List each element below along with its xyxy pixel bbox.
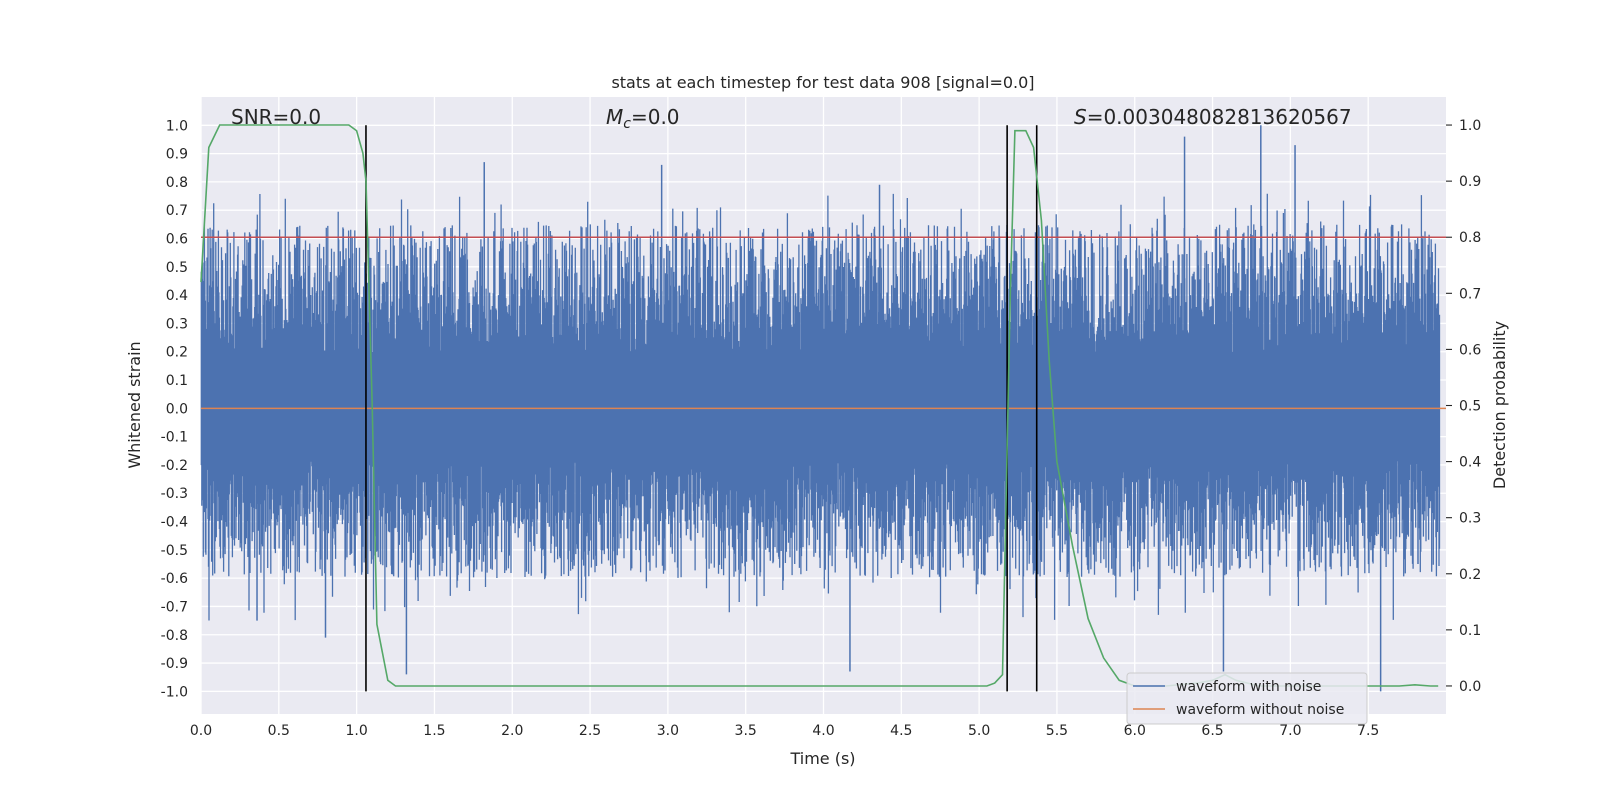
y-tick-label: -0.2 xyxy=(161,458,188,474)
score-value: =0.003048082813620567 xyxy=(1087,105,1352,129)
y-tick-label: 0.3 xyxy=(166,316,188,332)
x-tick-label: 6.0 xyxy=(1124,723,1146,739)
x-tick-label: 2.0 xyxy=(501,723,523,739)
noisy-waveform-series xyxy=(200,125,1441,692)
y-tick-label: -0.9 xyxy=(161,656,188,672)
y-tick-label: -1.0 xyxy=(161,684,188,700)
y-tick-label: 0.6 xyxy=(166,232,188,248)
x-tick-label: 2.5 xyxy=(579,723,601,739)
y2-tick-label: 0.6 xyxy=(1459,342,1481,358)
y-tick-label: 0.4 xyxy=(166,288,188,304)
chart-title: stats at each timestep for test data 908… xyxy=(611,73,1034,92)
y-tick-label: -0.5 xyxy=(161,543,188,559)
x-tick-label: 5.5 xyxy=(1046,723,1068,739)
x-tick-label: 4.5 xyxy=(890,723,912,739)
y-tick-label: -0.3 xyxy=(161,486,188,502)
legend: waveform with noise waveform without noi… xyxy=(1126,672,1368,725)
y-tick-label: 1.0 xyxy=(166,118,188,134)
y-tick-label: -0.8 xyxy=(161,628,188,644)
y-axis-label: Whitened strain xyxy=(125,341,144,468)
x-tick-label: 5.0 xyxy=(968,723,990,739)
y-tick-label: 0.7 xyxy=(166,203,188,219)
legend-label-noisy: waveform with noise xyxy=(1176,679,1321,695)
legend-label-clean: waveform without noise xyxy=(1176,702,1344,718)
x-tick-label: 3.0 xyxy=(657,723,679,739)
snr-annotation: SNR=0.0 xyxy=(231,105,321,129)
x-tick-label: 7.0 xyxy=(1279,723,1301,739)
axes: 0.0 0.5 1.0 1.5 2.0 2.5 3.0 3.5 4.0 4.5 5.0 5.5 6.0 6… xyxy=(161,118,1482,739)
noisy-waveform-trace xyxy=(200,193,1441,621)
x-tick-label: 1.0 xyxy=(345,723,367,739)
chirp-mass-subscript: c xyxy=(623,116,631,132)
y-tick-label: 0.2 xyxy=(166,345,188,361)
y-tick-label: -0.4 xyxy=(161,515,188,531)
y2-tick-label: 0.8 xyxy=(1459,230,1481,246)
x-tick-label: 6.5 xyxy=(1201,723,1223,739)
y2-tick-label: 0.0 xyxy=(1459,679,1481,695)
y-tick-label: -0.7 xyxy=(161,599,188,615)
y2-axis-label: Detection probability xyxy=(1490,321,1509,489)
y2-tick-label: 0.9 xyxy=(1459,174,1481,190)
y-tick-label: 0.8 xyxy=(166,175,188,191)
y2-tick-label: 1.0 xyxy=(1459,118,1481,134)
x-tick-label: 0.0 xyxy=(190,723,212,739)
y2-tick-label: 0.4 xyxy=(1459,455,1481,471)
y2-tick-label: 0.3 xyxy=(1459,511,1481,527)
overlay-lines xyxy=(200,124,1446,692)
x-tick-label: 1.5 xyxy=(423,723,445,739)
y2-tick-label: 0.5 xyxy=(1459,399,1481,415)
y-tick-label: 0.9 xyxy=(166,147,188,163)
y-tick-label: -0.1 xyxy=(161,430,188,446)
x-tick-label: 7.5 xyxy=(1357,723,1379,739)
x-axis-label: Time (s) xyxy=(789,749,855,768)
y-tick-label: 0.1 xyxy=(166,373,188,389)
x-tick-label: 3.5 xyxy=(735,723,757,739)
chirp-mass-value: =0.0 xyxy=(631,105,680,129)
legend-box xyxy=(1126,672,1368,725)
y-tick-label: 0.0 xyxy=(166,401,188,417)
score-symbol: S xyxy=(1074,105,1087,129)
y2-tick-label: 0.2 xyxy=(1459,567,1481,583)
y2-tick-label: 0.1 xyxy=(1459,623,1481,639)
chirp-mass-annotation: Mc=0.0 xyxy=(606,105,680,132)
x-tick-label: 4.0 xyxy=(812,723,834,739)
y2-tick-label: 0.7 xyxy=(1459,286,1481,302)
score-annotation: S=0.003048082813620567 xyxy=(1074,105,1352,129)
y-tick-label: -0.6 xyxy=(161,571,188,587)
y-tick-label: 0.5 xyxy=(166,260,188,276)
chirp-mass-symbol: M xyxy=(606,105,623,129)
x-tick-label: 0.5 xyxy=(268,723,290,739)
